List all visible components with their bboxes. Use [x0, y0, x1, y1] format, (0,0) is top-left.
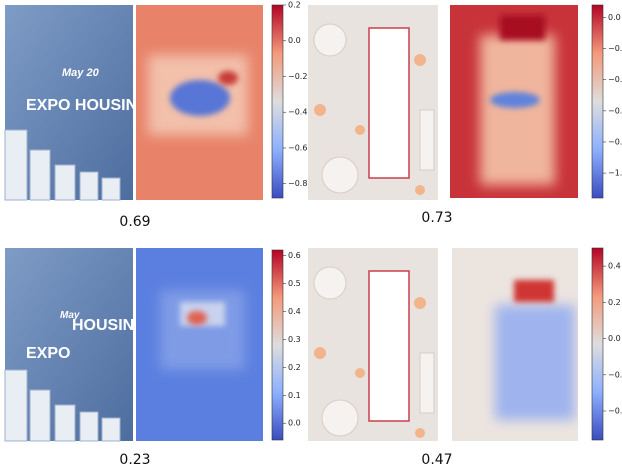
colorbar [272, 5, 283, 198]
colorbar-tick-label: 0.0 [608, 13, 621, 22]
heatmap [136, 5, 263, 200]
colorbar-tick-label: 0.0 [288, 419, 301, 428]
heatmap [450, 5, 578, 198]
poster-text: May 20 [62, 67, 100, 79]
colorbar-tick-label: 0.2 [288, 363, 301, 372]
heatmap [452, 248, 578, 441]
colorbar-tick-label: 0.2 [288, 1, 301, 10]
colorbar-tick-label: 0.0 [288, 36, 301, 45]
colorbar-tick-label: −0.4 [608, 75, 622, 84]
poster-text: HOUSING [72, 317, 147, 334]
colorbar-tick-label: −0.8 [288, 179, 307, 188]
colorbar-tick-label: −1.0 [608, 169, 622, 178]
poster: May HOUSING EXPO [5, 248, 147, 441]
colorbar-tick-label: −0.6 [608, 106, 622, 115]
colorbar-tick-label: −0.4 [608, 407, 622, 416]
colorbar-tick-label: 0.2 [608, 298, 621, 307]
colorbar-tick-label: 0.4 [288, 307, 301, 316]
figure: May 20 EXPO HOUSING May HOUSING EXPO [0, 0, 622, 470]
score: 0.73 [421, 210, 452, 226]
colorbar-tick-label: −0.6 [288, 143, 307, 152]
colorbar-tick-label: −0.8 [608, 137, 622, 146]
score: 0.23 [119, 452, 150, 468]
poster: May 20 EXPO HOUSING [5, 5, 150, 200]
poster [308, 248, 438, 441]
colorbar-tick-label: 0.4 [608, 262, 621, 271]
colorbar-tick-label: 0.5 [288, 279, 301, 288]
colorbar-tick-label: 0.3 [288, 335, 301, 344]
colorbar-tick-label: 0.6 [288, 251, 301, 260]
heatmap [136, 248, 263, 441]
colorbar-tick-label: 0.1 [288, 391, 301, 400]
poster-text: EXPO HOUSING [26, 97, 150, 114]
poster-text: EXPO [26, 345, 70, 362]
colorbar [272, 250, 283, 440]
colorbar-tick-label: −0.2 [608, 44, 622, 53]
score: 0.69 [119, 214, 150, 230]
colorbar [592, 5, 603, 198]
colorbar-tick-label: −0.4 [288, 108, 307, 117]
poster [308, 5, 438, 200]
score: 0.47 [421, 452, 452, 468]
colorbar [592, 248, 603, 440]
colorbar-tick-label: −0.2 [288, 72, 307, 81]
colorbar-tick-label: −0.2 [608, 370, 622, 379]
colorbar-tick-label: 0.0 [608, 334, 621, 343]
